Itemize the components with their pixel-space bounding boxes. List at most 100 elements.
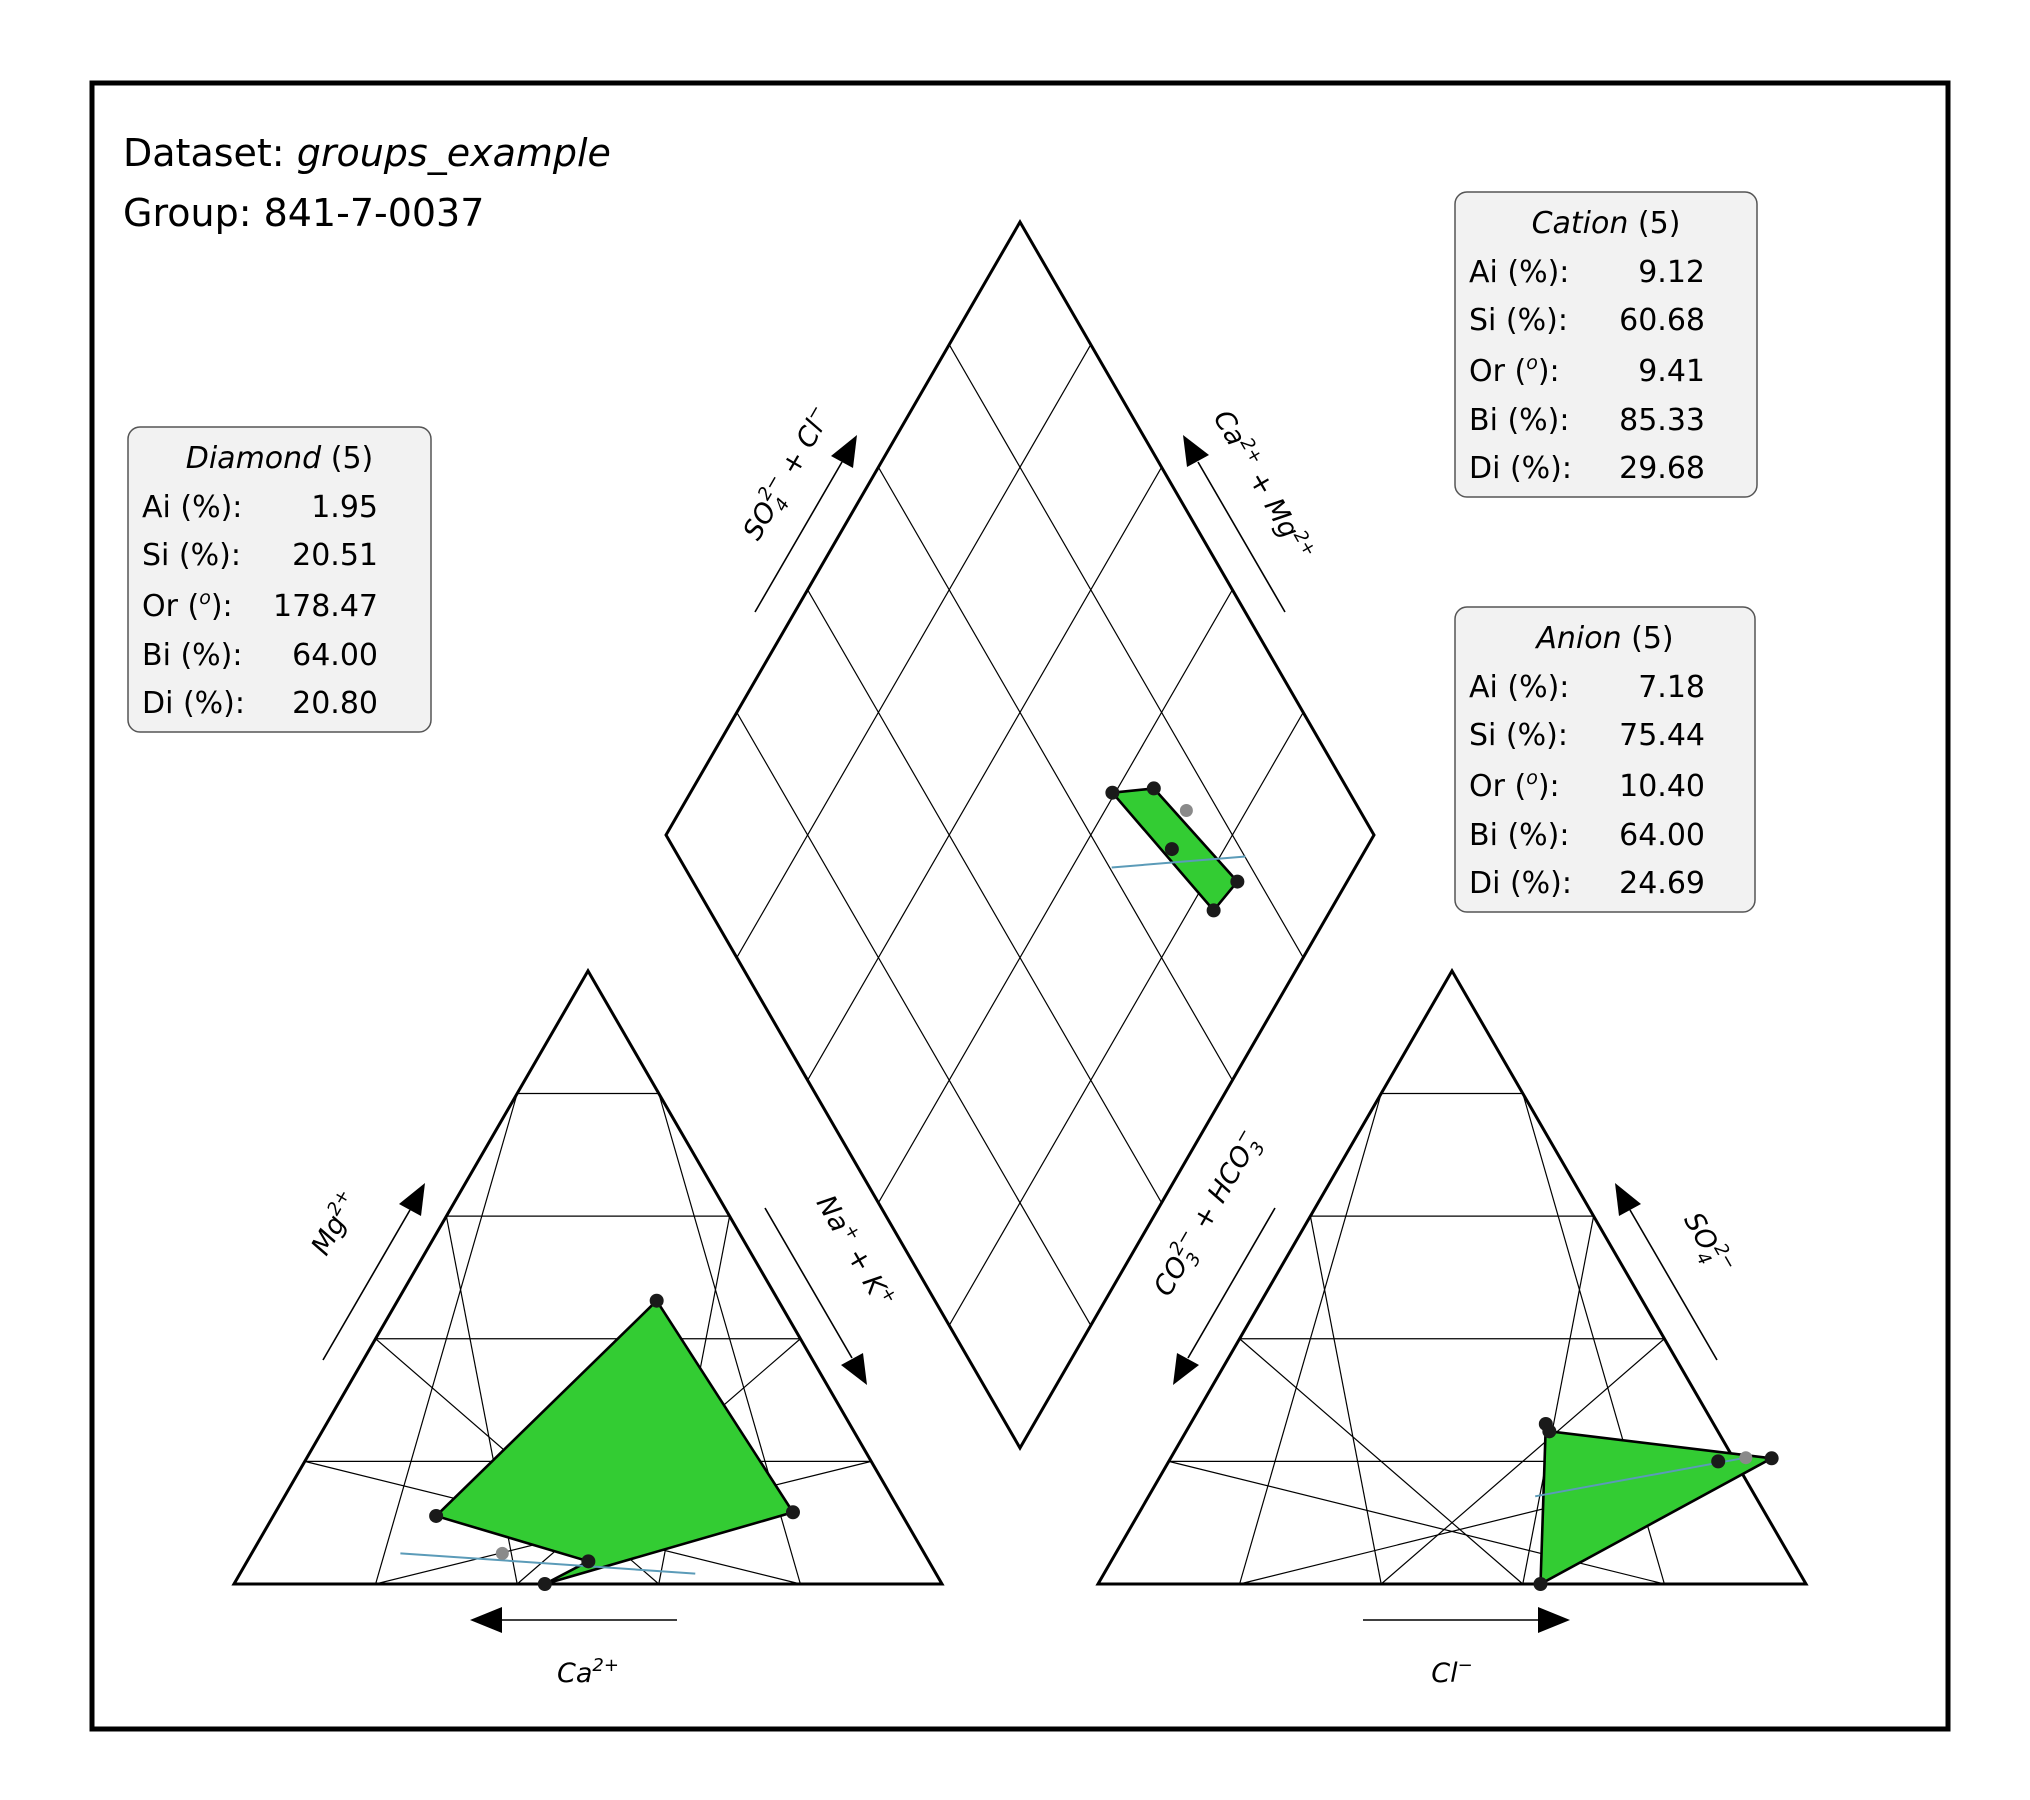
anion-stat-label: Or (o): xyxy=(1469,767,1560,804)
grid-line xyxy=(1522,1215,1595,1585)
mg-axis-label: Mg2+ xyxy=(303,1185,366,1260)
anion-hull xyxy=(1539,1423,1776,1587)
cation-stat-value: 9.12 xyxy=(1638,255,1705,290)
grid-line xyxy=(736,344,1092,958)
grid-line xyxy=(736,712,1092,1326)
diamond-data-layer xyxy=(1105,781,1246,918)
cation-sample-point xyxy=(581,1554,596,1569)
so4-axis-arrow xyxy=(1615,1183,1718,1361)
cation-sample-point xyxy=(537,1577,552,1591)
cation-sample-point xyxy=(429,1508,444,1523)
diamond-stat-label: Or (o): xyxy=(142,587,233,624)
anion-sample-point xyxy=(1711,1454,1726,1469)
triangle-outline xyxy=(1095,967,1809,1586)
ca-mg-axis-arrow xyxy=(1183,435,1286,613)
diamond-sample-point xyxy=(1164,842,1179,857)
grid-line xyxy=(1380,1338,1665,1585)
so4-axis-label: SO42− xyxy=(1672,1205,1741,1283)
grid-line xyxy=(877,589,1233,1204)
anion-box-title: Anion (5) xyxy=(1534,621,1673,656)
diamond-stat-value: 64.00 xyxy=(292,638,378,673)
mg-axis-arrow xyxy=(322,1183,425,1361)
co3-hco3-axis-arrow xyxy=(1173,1207,1276,1385)
diamond-stats-box: Diamond (5) Ai (%): 1.95 Si (%): 20.51 Or (o)… xyxy=(127,426,432,733)
anion-stat-value: 64.00 xyxy=(1619,818,1705,853)
anion-triangle xyxy=(1095,967,1809,1586)
anion-stat-value: 24.69 xyxy=(1619,866,1705,901)
diamond-centroid xyxy=(1179,803,1193,817)
diamond-stat-value: 20.51 xyxy=(292,538,378,573)
diamond-stat-label: Bi (%): xyxy=(142,638,242,673)
diamond-stat-value: 178.47 xyxy=(273,589,378,624)
cation-stats-box: Cation (5) Ai (%): 9.12 Si (%): 60.68 Or (o):… xyxy=(1454,191,1758,498)
cation-stat-label: Or (o): xyxy=(1469,352,1560,389)
cation-box-title: Cation (5) xyxy=(1532,206,1681,241)
anion-sample-point xyxy=(1764,1451,1779,1466)
dataset-title: Dataset: groups_example xyxy=(123,131,611,175)
ca-axis-arrow xyxy=(470,1607,677,1633)
cation-sample-point xyxy=(785,1505,800,1520)
diamond-stat-value: 1.95 xyxy=(311,490,378,525)
grid-line xyxy=(948,712,1304,1326)
anion-stats-box: Anion (5) Ai (%): 7.18 Si (%): 75.44 Or (o): 1… xyxy=(1454,606,1756,913)
cation-centroid xyxy=(495,1546,509,1560)
anion-trend-line xyxy=(1535,1456,1747,1498)
cation-stat-label: Si (%): xyxy=(1469,303,1568,338)
so4-cl-axis-arrow xyxy=(754,435,857,613)
figure-frame xyxy=(89,80,1951,1732)
so4-cl-axis-label: SO42− + Cl− xyxy=(734,400,843,548)
grid-line xyxy=(807,589,1163,1204)
na-k-axis-label: Na+ + K+ xyxy=(810,1189,902,1314)
anion-sample-point xyxy=(1542,1424,1557,1439)
grid-line xyxy=(877,466,1233,1081)
cation-stat-label: Ai (%): xyxy=(1469,255,1569,290)
cation-box-bg xyxy=(1454,191,1758,498)
diamond-stat-label: Ai (%): xyxy=(142,490,242,525)
cation-stat-label: Bi (%): xyxy=(1469,403,1569,438)
central-diamond xyxy=(664,219,1376,1451)
diamond-stat-label: Di (%): xyxy=(142,686,245,721)
anion-box-bg xyxy=(1454,606,1756,913)
grid-line xyxy=(1239,1338,1524,1585)
diamond-trend-line xyxy=(1111,855,1246,869)
anion-stat-label: Si (%): xyxy=(1469,718,1568,753)
anion-stat-label: Ai (%): xyxy=(1469,670,1569,705)
cation-data-layer xyxy=(400,1293,800,1591)
anion-sample-point xyxy=(1533,1577,1548,1591)
cation-stat-value: 29.68 xyxy=(1619,451,1705,486)
cation-stat-label: Di (%): xyxy=(1469,451,1572,486)
grid-line xyxy=(948,344,1304,958)
cation-stat-value: 85.33 xyxy=(1619,403,1705,438)
diamond-outline xyxy=(664,219,1376,1451)
diamond-stat-label: Si (%): xyxy=(142,538,241,573)
cl-axis-label: Cl− xyxy=(1431,1655,1472,1689)
anion-stat-label: Bi (%): xyxy=(1469,818,1569,853)
cl-axis-arrow xyxy=(1363,1607,1570,1633)
diamond-sample-point xyxy=(1146,781,1161,796)
diamond-sample-point xyxy=(1206,903,1221,918)
grid-line xyxy=(1168,1460,1665,1585)
ca-mg-axis-label: Ca2+ + Mg2+ xyxy=(1207,403,1321,566)
anion-centroid xyxy=(1739,1451,1753,1465)
co3-hco3-axis-label: CO32− + HCO3− xyxy=(1145,1124,1273,1305)
diamond-sample-point xyxy=(1230,874,1245,889)
cation-sample-point xyxy=(649,1293,664,1308)
grid-line xyxy=(807,466,1163,1081)
diamond-sample-point xyxy=(1105,785,1120,800)
cation-trend-line xyxy=(400,1552,696,1575)
anion-stat-value: 10.40 xyxy=(1619,769,1705,804)
ca-axis-label: Ca2+ xyxy=(557,1655,619,1689)
anion-stat-value: 75.44 xyxy=(1619,718,1705,753)
diamond-stat-value: 20.80 xyxy=(292,686,378,721)
diamond-box-title: Diamond (5) xyxy=(186,441,374,476)
anion-stat-label: Di (%): xyxy=(1469,866,1572,901)
diamond-box-bg xyxy=(127,426,432,733)
cation-stat-value: 60.68 xyxy=(1619,303,1705,338)
na-k-axis-arrow xyxy=(764,1207,867,1385)
group-title: Group: 841-7-0037 xyxy=(123,191,484,235)
triangle-outline xyxy=(231,967,945,1586)
grid-line xyxy=(1309,1215,1382,1585)
anion-data-layer xyxy=(1533,1416,1779,1591)
cation-stat-value: 9.41 xyxy=(1638,354,1705,389)
